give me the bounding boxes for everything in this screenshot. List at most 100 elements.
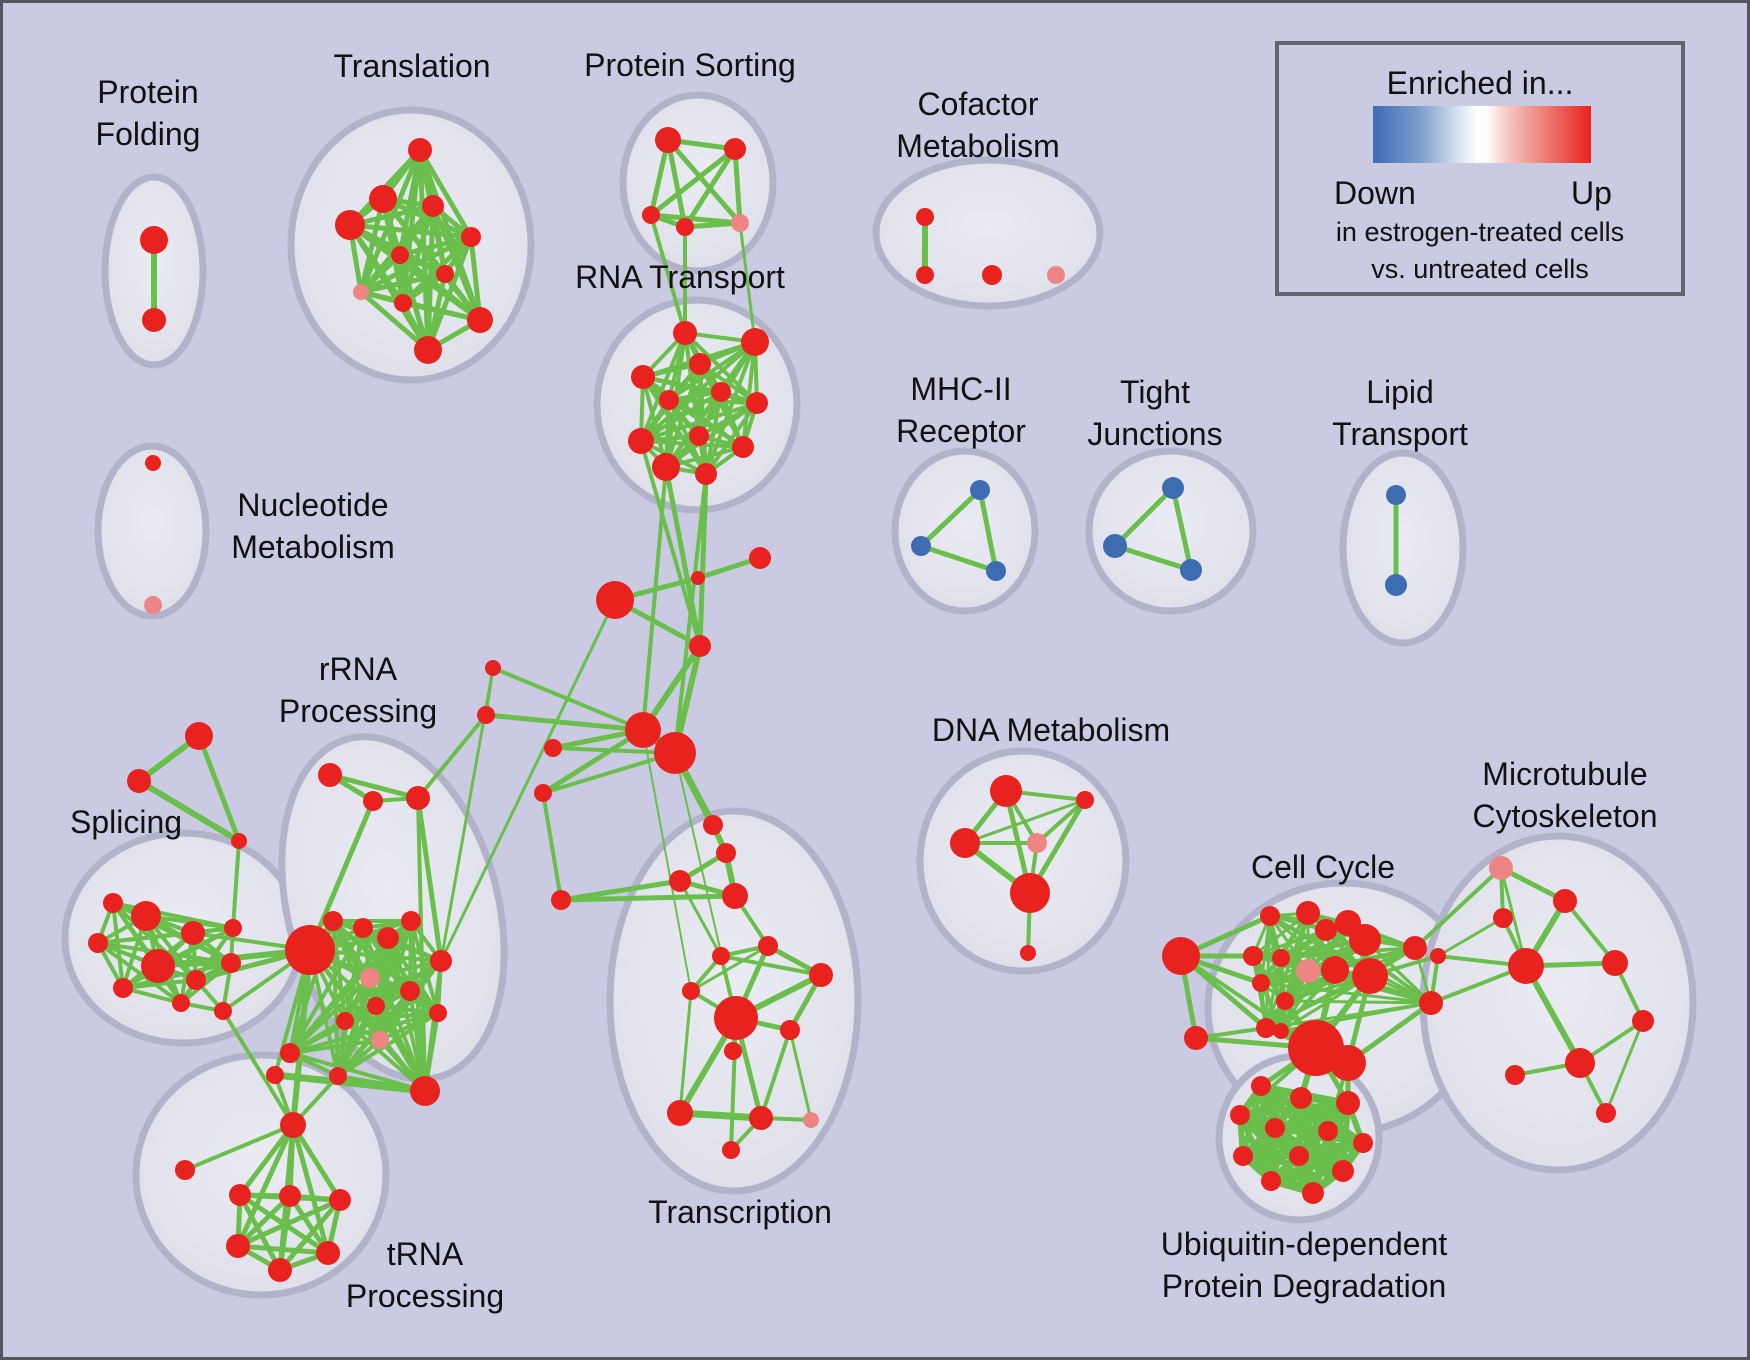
gene-set-node-transcription xyxy=(724,1042,742,1060)
gene-set-node-microtubule xyxy=(1632,1010,1654,1032)
gene-set-node-rna-transport xyxy=(631,365,655,389)
gene-set-node-translation xyxy=(467,307,493,333)
gene-set-node-cell-cycle xyxy=(1252,974,1270,992)
gene-set-node-protein-sorting xyxy=(676,218,694,236)
cluster-label-translation: Translation xyxy=(333,48,490,84)
legend-down-label: Down xyxy=(1334,175,1416,211)
gene-set-node-translation xyxy=(422,195,444,217)
gene-set-node-dna xyxy=(1076,791,1094,809)
gene-set-node-rna-transport xyxy=(689,353,711,375)
gene-set-node-rrna xyxy=(429,1004,447,1022)
gene-set-node-transcription xyxy=(669,870,691,892)
gene-set-node-trna xyxy=(329,1189,351,1211)
network-edge xyxy=(678,989,693,1115)
legend-title: Enriched in... xyxy=(1386,65,1574,101)
gene-set-node-cell-cycle xyxy=(1296,901,1320,925)
network-edge xyxy=(704,401,759,476)
network-edge xyxy=(111,901,183,1005)
gene-set-node-protein-sorting xyxy=(642,206,660,224)
network-edge xyxy=(729,1016,738,1152)
gene-set-node-translation xyxy=(414,336,442,364)
network-edge xyxy=(416,796,427,1093)
network-edge xyxy=(183,1123,295,1172)
network-edge xyxy=(1604,1019,1645,1115)
gene-set-node-rna-transport xyxy=(695,463,717,485)
network-edge xyxy=(196,733,242,844)
gene-set-node-bridge xyxy=(691,571,705,585)
gene-set-node-protein-folding xyxy=(140,226,168,254)
layer-nodes xyxy=(88,127,1654,1282)
gene-set-node-translation xyxy=(353,284,369,300)
gene-set-node-rrna xyxy=(430,950,452,972)
gene-set-node-transcription xyxy=(716,843,736,863)
gene-set-node-splicing xyxy=(172,994,190,1012)
cluster-label-ubiquitin: Protein Degradation xyxy=(1162,1268,1447,1304)
gene-set-node-cofactor xyxy=(1047,266,1065,284)
gene-set-node-rrna xyxy=(318,763,342,787)
network-edge xyxy=(96,941,183,1005)
cluster-label-rrna: Processing xyxy=(279,693,437,729)
network-edge xyxy=(639,401,759,443)
network-edge xyxy=(439,598,617,963)
gene-set-node-protein-folding xyxy=(142,308,166,332)
network-edge xyxy=(358,289,431,353)
gene-set-node-bridge xyxy=(596,581,634,619)
cluster-label-dna: DNA Metabolism xyxy=(932,712,1170,748)
gene-set-node-cofactor xyxy=(982,265,1002,285)
gene-set-node-rna-transport xyxy=(673,321,697,345)
network-edge xyxy=(663,464,703,649)
gene-set-node-splicing xyxy=(131,901,161,931)
gene-set-node-transcription xyxy=(758,936,778,956)
legend-up-label: Up xyxy=(1571,175,1612,211)
gene-set-node-trna xyxy=(268,1258,292,1282)
legend-gradient-bar xyxy=(1373,106,1591,163)
gene-set-node-ubiquitin xyxy=(1302,1182,1324,1204)
network-edge xyxy=(368,959,443,980)
gene-set-node-splicing xyxy=(103,893,123,913)
gene-set-node-ubiquitin xyxy=(1251,1076,1271,1096)
network-edge xyxy=(415,795,444,964)
network-edge xyxy=(704,340,757,476)
cluster-label-nucleotide: Metabolism xyxy=(231,529,395,565)
network-edge xyxy=(682,146,738,230)
network-edge xyxy=(374,1004,427,1093)
network-edge xyxy=(288,1051,427,1093)
gene-set-node-mhc xyxy=(911,536,931,556)
gene-set-node-bridge xyxy=(485,660,501,676)
gene-set-node-tight xyxy=(1103,534,1127,558)
network-edge xyxy=(667,398,759,405)
gene-set-node-cofactor xyxy=(916,208,934,226)
network-edge xyxy=(641,465,668,732)
gene-set-node-rrna xyxy=(266,1066,284,1084)
network-edge xyxy=(963,798,1087,845)
gene-set-node-cell-cycle xyxy=(1352,958,1388,994)
gene-set-node-trna xyxy=(279,1185,301,1207)
gene-set-node-ubiquitin xyxy=(1261,1171,1281,1191)
gene-set-node-mhc xyxy=(970,480,990,500)
network-edge xyxy=(343,1019,427,1093)
network-edge xyxy=(400,300,483,323)
network-edge xyxy=(648,146,738,218)
gene-set-node-protein-sorting xyxy=(724,138,746,160)
gene-set-node-transcription xyxy=(722,1141,740,1159)
cluster-ellipse-mhc xyxy=(891,447,1039,615)
gene-set-node-rrna xyxy=(406,786,430,810)
gene-set-node-microtubule xyxy=(1493,908,1513,928)
gene-set-node-trna xyxy=(175,1160,195,1180)
gene-set-node-microtubule xyxy=(1596,1103,1616,1123)
network-edge xyxy=(235,1197,343,1249)
gene-set-node-trna xyxy=(226,1234,250,1258)
gene-set-node-rrna xyxy=(285,925,335,975)
network-edge xyxy=(649,213,687,335)
network-edge xyxy=(277,1197,343,1273)
cluster-label-cofactor: Cofactor xyxy=(918,86,1039,122)
cluster-label-protein-sorting: Protein Sorting xyxy=(584,47,796,83)
network-edge xyxy=(664,401,759,469)
network-edge xyxy=(307,798,376,953)
gene-set-node-splicing-tri xyxy=(185,722,213,750)
gene-set-node-cell-cycle xyxy=(1403,936,1427,960)
gene-set-node-cell-cycle xyxy=(1288,1020,1344,1076)
gene-set-node-transcription xyxy=(780,1020,800,1040)
network-edge xyxy=(374,1004,440,1015)
gene-set-node-protein-sorting xyxy=(731,214,749,232)
